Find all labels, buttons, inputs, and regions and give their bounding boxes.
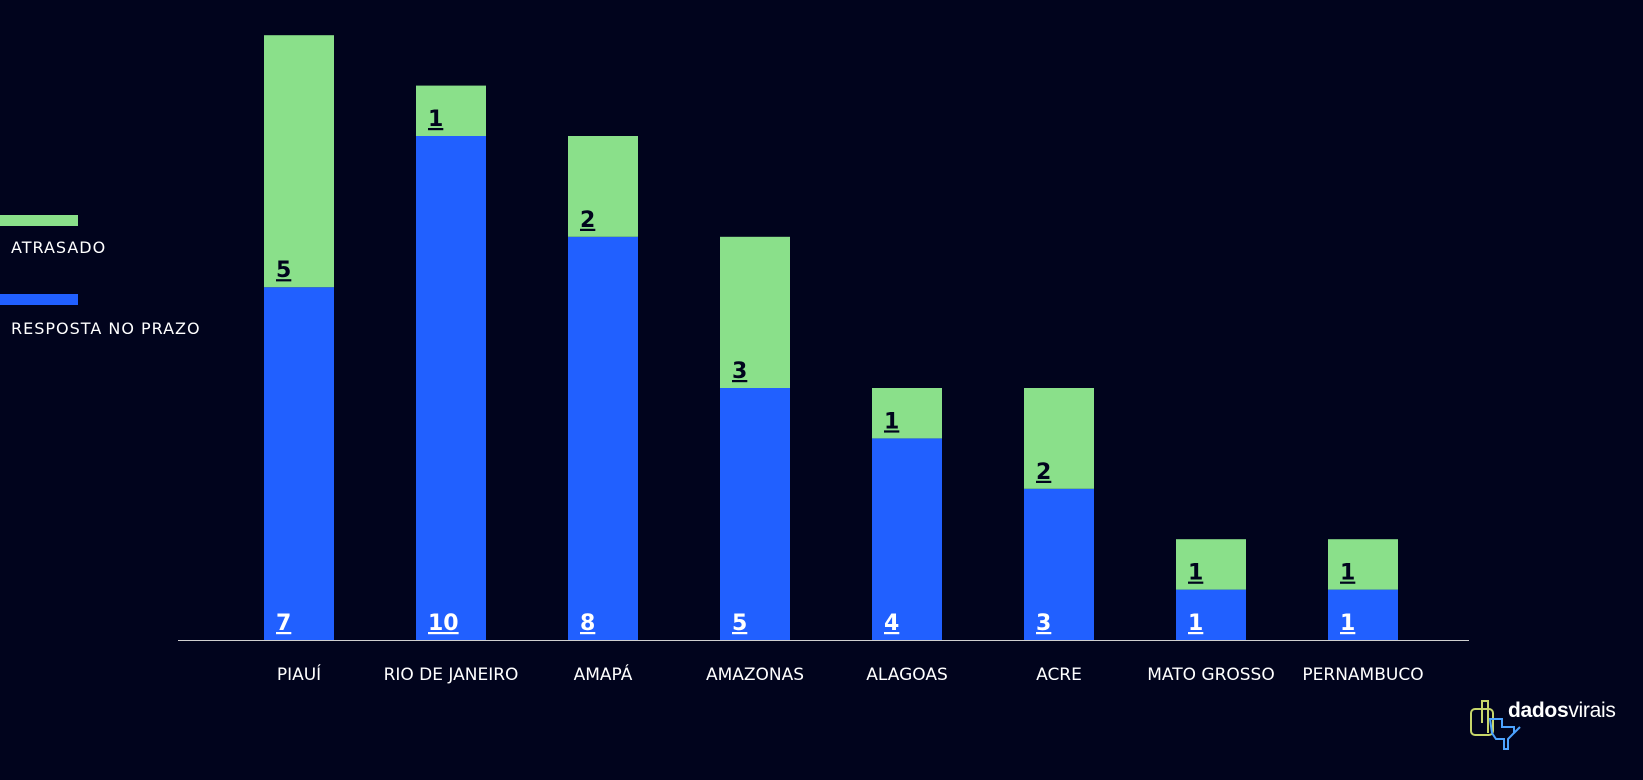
- bar-segment-prazo-1: [416, 136, 486, 640]
- data-label-atrasado-0: 5: [276, 258, 291, 283]
- data-label-prazo-6: 1: [1188, 611, 1203, 636]
- x-tick-label-0: PIAUÍ: [277, 663, 321, 685]
- bar-segment-atrasado-4: [872, 388, 942, 439]
- dadosvirais-logo-icon: [1470, 700, 1521, 750]
- bar-segment-prazo-5: [1024, 488, 1094, 640]
- legend-swatch-resposta-no-prazo: [0, 294, 78, 305]
- x-tick-label-6: MATO GROSSO: [1147, 665, 1274, 685]
- brand-bold: dados: [1508, 699, 1569, 722]
- bar-segment-prazo-2: [568, 236, 638, 641]
- bars-group: [264, 35, 1398, 641]
- bar-segment-prazo-0: [264, 287, 334, 640]
- bar-segment-prazo-6: [1176, 589, 1246, 640]
- bar-segment-atrasado-0: [264, 35, 334, 288]
- bar-segment-atrasado-2: [568, 136, 638, 237]
- data-label-atrasado-1: 1: [428, 107, 443, 132]
- x-tick-labels-group: PIAUÍ RIO DE JANEIRO AMAPÁ AMAZONAS ALAGOAS A…: [277, 663, 1424, 685]
- brand-wordmark: dadosvirais: [1508, 699, 1616, 723]
- data-label-prazo-2: 8: [580, 611, 595, 636]
- data-label-prazo-1: 10: [428, 611, 459, 636]
- data-label-prazo-5: 3: [1036, 611, 1051, 636]
- data-label-prazo-7: 1: [1340, 611, 1355, 636]
- legend-swatch-atrasado: [0, 215, 78, 226]
- data-label-prazo-0: 7: [276, 611, 291, 636]
- bar-segment-atrasado-6: [1176, 539, 1246, 590]
- data-label-prazo-3: 5: [732, 611, 747, 636]
- x-tick-label-3: AMAZONAS: [706, 665, 804, 685]
- data-label-atrasado-4: 1: [884, 409, 899, 434]
- bar-segment-atrasado-3: [720, 236, 790, 388]
- x-tick-label-5: ACRE: [1036, 665, 1082, 685]
- data-label-atrasado-5: 2: [1036, 460, 1051, 485]
- data-label-atrasado-6: 1: [1188, 561, 1203, 586]
- data-label-atrasado-7: 1: [1340, 561, 1355, 586]
- bar-segment-prazo-7: [1328, 589, 1398, 640]
- data-label-atrasado-3: 3: [732, 359, 747, 384]
- legend-label-resposta-no-prazo: RESPOSTA NO PRAZO: [11, 319, 201, 338]
- data-label-atrasado-2: 2: [580, 208, 595, 233]
- x-tick-label-1: RIO DE JANEIRO: [384, 665, 519, 685]
- x-tick-label-4: ALAGOAS: [866, 665, 948, 685]
- data-labels-group: 7 5 10 1 8 2 5 3 4 1 3 2 1 1 1 1: [276, 107, 1355, 636]
- bar-segment-prazo-3: [720, 388, 790, 640]
- bar-segment-atrasado-7: [1328, 539, 1398, 590]
- bar-segment-atrasado-1: [416, 85, 486, 136]
- data-label-prazo-4: 4: [884, 611, 899, 636]
- bar-segment-atrasado-5: [1024, 388, 1094, 489]
- brand-logo: dadosvirais: [1468, 693, 1628, 757]
- brand-light: virais: [1568, 699, 1616, 722]
- bar-segment-prazo-4: [872, 438, 942, 640]
- legend-label-atrasado: ATRASADO: [11, 238, 107, 257]
- x-tick-label-7: PERNAMBUCO: [1302, 665, 1423, 685]
- x-tick-label-2: AMAPÁ: [574, 663, 633, 685]
